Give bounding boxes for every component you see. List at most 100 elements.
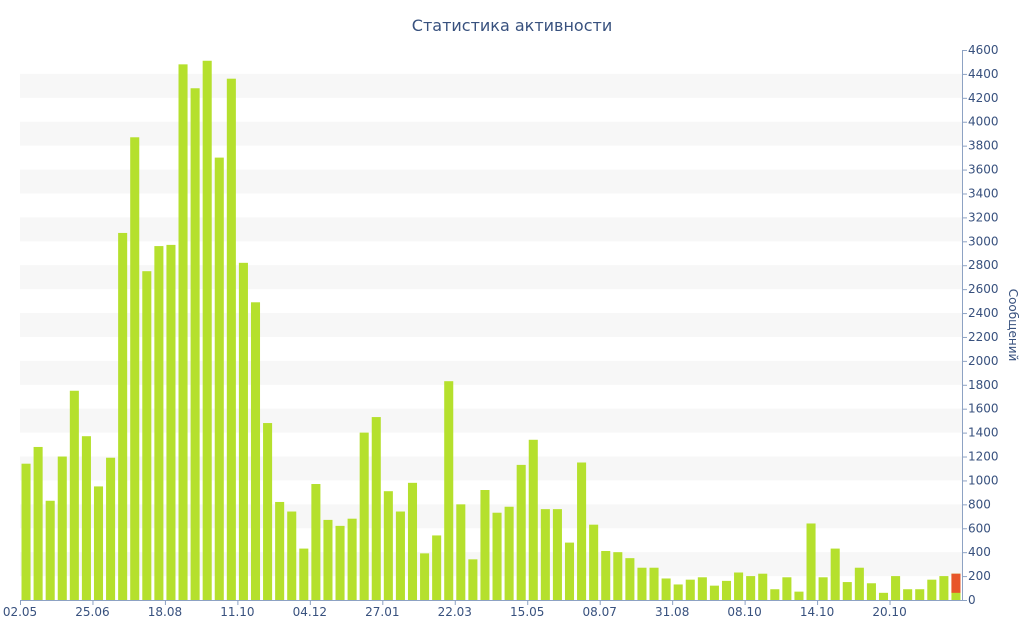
bar xyxy=(299,548,309,600)
bar xyxy=(903,589,913,600)
bar xyxy=(371,417,381,600)
y-axis-ticks: 0 200 400 600 800 1000 1200 1400 1600 1800 2000 220… xyxy=(962,43,999,607)
x-tick-label: 31.08 xyxy=(655,605,689,619)
x-tick-label: 27.01 xyxy=(365,605,399,619)
y-tick-label: 4600 xyxy=(968,43,999,57)
grid-band xyxy=(20,265,962,290)
bar xyxy=(589,524,599,600)
bar xyxy=(552,509,562,600)
bar xyxy=(891,576,901,600)
x-tick-label: 04.12 xyxy=(293,605,327,619)
bar xyxy=(33,446,43,600)
bar xyxy=(770,589,780,600)
bar xyxy=(613,552,623,600)
y-tick-label: 3800 xyxy=(968,139,999,153)
bar xyxy=(456,504,466,600)
bar xyxy=(383,491,393,600)
bar xyxy=(601,550,611,600)
bar xyxy=(214,157,224,600)
bar xyxy=(21,463,31,600)
bar xyxy=(226,78,236,600)
bar xyxy=(190,88,200,601)
x-tick-label: 02.05 xyxy=(3,605,37,619)
bar xyxy=(395,511,405,600)
chart-title: Статистика активности xyxy=(412,16,612,35)
bar xyxy=(758,573,768,600)
bar xyxy=(420,553,430,600)
y-tick-label: 800 xyxy=(968,497,991,511)
y-axis-title: Сообщений xyxy=(1006,289,1020,362)
bar xyxy=(238,262,248,600)
x-tick-label: 22.03 xyxy=(438,605,472,619)
bar xyxy=(637,567,647,600)
bar xyxy=(287,511,297,600)
bar xyxy=(577,462,587,600)
bar xyxy=(673,584,683,600)
bar xyxy=(818,577,828,600)
bar xyxy=(661,578,671,600)
bar xyxy=(480,490,490,600)
bar xyxy=(166,244,176,601)
bar xyxy=(746,576,756,600)
bar xyxy=(564,542,575,600)
bar xyxy=(142,271,152,600)
y-tick-label: 1800 xyxy=(968,378,999,392)
bar xyxy=(830,548,840,600)
bar xyxy=(540,509,550,600)
bar-series xyxy=(21,60,961,601)
y-tick-label: 1000 xyxy=(968,473,999,487)
x-tick-label: 08.10 xyxy=(727,605,761,619)
bar xyxy=(504,506,514,600)
grid-band xyxy=(20,169,962,194)
bar xyxy=(528,439,538,600)
bar xyxy=(45,500,55,600)
bar xyxy=(492,512,502,600)
y-tick-label: 600 xyxy=(968,521,991,535)
bar xyxy=(878,592,889,600)
x-tick-label: 11.10 xyxy=(220,605,254,619)
bar xyxy=(516,464,526,600)
bar xyxy=(275,501,285,600)
bar xyxy=(106,457,116,600)
y-tick-label: 4400 xyxy=(968,67,999,81)
bar xyxy=(311,484,321,600)
y-tick-label: 4000 xyxy=(968,115,999,129)
bar xyxy=(697,577,707,600)
bar xyxy=(685,579,695,600)
y-tick-label: 200 xyxy=(968,569,991,583)
bar xyxy=(854,567,864,600)
bar xyxy=(323,519,333,600)
bar xyxy=(468,559,478,600)
bar xyxy=(782,577,792,600)
y-tick-label: 2200 xyxy=(968,330,999,344)
bar xyxy=(250,302,261,600)
y-tick-label: 3400 xyxy=(968,186,999,200)
y-tick-label: 2000 xyxy=(968,354,999,368)
x-tick-label: 15.05 xyxy=(510,605,544,619)
bar xyxy=(407,482,418,600)
y-tick-label: 1400 xyxy=(968,426,999,440)
bar xyxy=(263,423,273,600)
y-tick-label: 1200 xyxy=(968,450,999,464)
bar xyxy=(178,64,188,600)
bar xyxy=(806,523,816,600)
y-tick-label: 4200 xyxy=(968,91,999,105)
x-tick-label: 08.07 xyxy=(583,605,617,619)
grid-band xyxy=(20,73,962,98)
bar xyxy=(57,456,67,600)
bar xyxy=(709,585,719,600)
bar xyxy=(118,232,128,600)
y-tick-label: 3000 xyxy=(968,234,999,248)
bar xyxy=(649,567,659,600)
x-tick-label: 14.10 xyxy=(800,605,834,619)
x-axis-ticks: 02.05 25.06 18.08 11.10 04.12 27.01 22.03 15.05… xyxy=(3,600,907,619)
y-tick-label: 2400 xyxy=(968,306,999,320)
bar xyxy=(625,558,635,600)
y-tick-label: 2800 xyxy=(968,258,999,272)
bar xyxy=(130,137,140,601)
x-tick-label: 20.10 xyxy=(872,605,906,619)
bar xyxy=(734,572,744,600)
y-tick-label: 1600 xyxy=(968,402,999,416)
bar xyxy=(335,525,345,600)
